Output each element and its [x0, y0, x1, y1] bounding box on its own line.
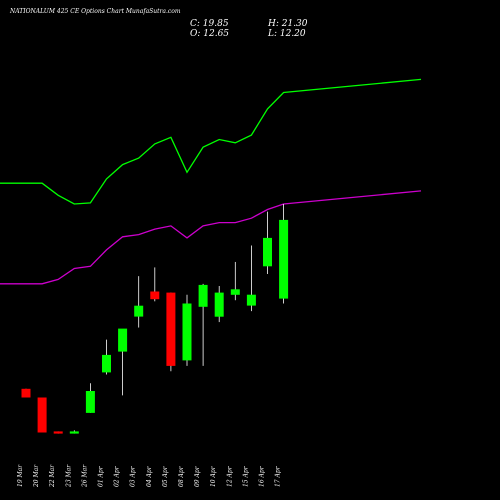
candle-body [246, 294, 256, 306]
x-tick-label: 09 Apr [194, 465, 201, 487]
open-value: O: 12.65 [190, 29, 230, 39]
candles [21, 204, 289, 434]
candle-body [37, 397, 47, 433]
candle [150, 267, 160, 302]
candle-body [150, 291, 160, 300]
x-tick-label: 19 Mar [17, 464, 24, 487]
chart-title: NATIONALUM 425 CE Options Chart MunafaSu… [10, 8, 181, 15]
candle [118, 328, 128, 396]
candle [182, 294, 192, 366]
candle [21, 388, 31, 398]
candle-body [21, 388, 31, 398]
x-tick-label: 08 Apr [178, 465, 185, 487]
x-tick-label: 01 Apr [98, 465, 105, 487]
x-tick-label: 10 Apr [210, 465, 217, 487]
candle [53, 431, 63, 434]
candle [166, 292, 176, 372]
candle-body [198, 284, 208, 307]
x-tick-label: 15 Apr [242, 465, 249, 487]
x-tick-label: 03 Apr [130, 465, 137, 487]
candle [198, 283, 208, 366]
candle [246, 245, 256, 312]
candle [230, 261, 240, 301]
candle-body [53, 431, 63, 434]
x-tick-label: 23 Mar [65, 464, 72, 488]
candle-body [230, 289, 240, 295]
x-tick-label: 02 Apr [114, 465, 121, 487]
x-tick-label: 17 Apr [275, 465, 282, 487]
candle [85, 383, 95, 413]
candle-body [166, 292, 176, 366]
x-tick-label: 22 Mar [49, 464, 56, 488]
candle-body [214, 292, 224, 317]
candle [102, 339, 111, 375]
x-axis-labels: 19 Mar 20 Mar 22 Mar 23 Mar 26 Mar 01 Apr 02 A… [17, 464, 282, 488]
close-value: C: 19.85 [190, 19, 229, 29]
candle-body [69, 431, 79, 434]
candle-body [85, 391, 95, 413]
x-tick-label: 26 Mar [81, 464, 88, 488]
candle-body [263, 237, 272, 267]
fast-average-line [0, 78, 422, 205]
candle [263, 211, 272, 274]
slow-average-line [0, 190, 422, 285]
low-value: L: 12.20 [268, 29, 306, 39]
candle-body [279, 219, 289, 299]
candle [69, 430, 79, 434]
candle-body [118, 328, 128, 352]
candle-body [182, 303, 192, 361]
candle [134, 276, 144, 328]
x-tick-label: 20 Mar [33, 464, 40, 488]
x-tick-label: 05 Apr [162, 465, 169, 487]
candle-body [134, 305, 144, 317]
high-value: H: 21.30 [268, 19, 308, 29]
candle [279, 204, 289, 304]
x-tick-label: 12 Apr [226, 465, 233, 487]
moving-average-lines [0, 78, 422, 285]
candle-body [102, 354, 111, 373]
x-tick-label: 16 Apr [259, 465, 266, 487]
candle [214, 286, 224, 323]
x-tick-label: 04 Apr [146, 465, 153, 487]
candle [37, 397, 47, 433]
